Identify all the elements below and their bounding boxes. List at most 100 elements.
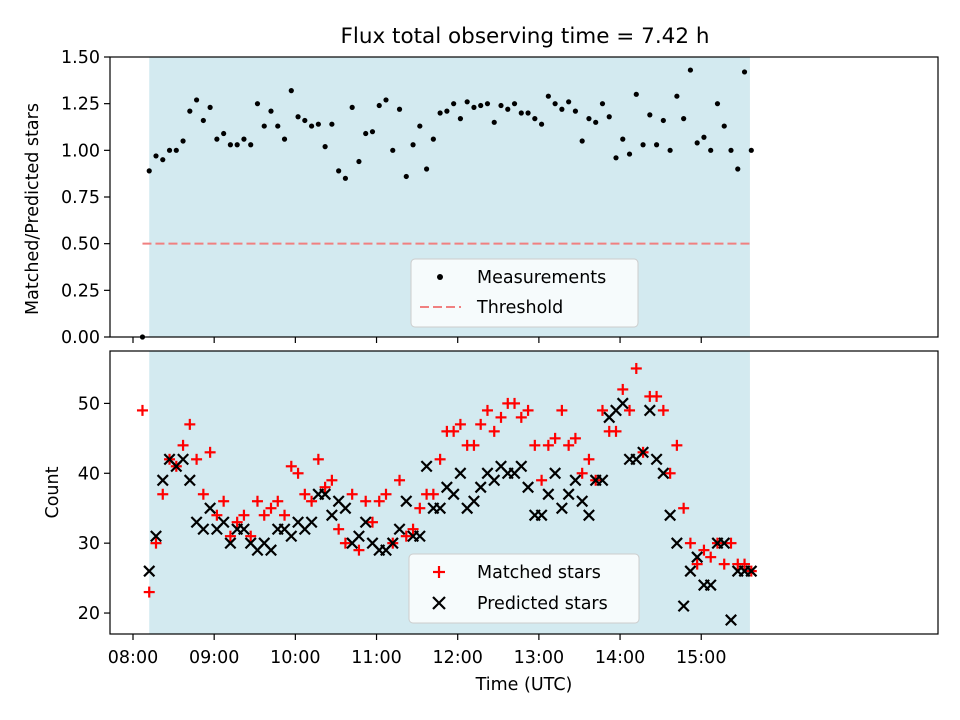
measurement-point (633, 91, 639, 97)
predicted-star-point (217, 516, 230, 529)
predicted-star-point (535, 509, 548, 522)
predicted-star-point (691, 551, 704, 564)
predicted-star-point (237, 523, 250, 536)
measurement-point (721, 123, 727, 129)
matched-star-point (414, 502, 426, 514)
ratio-y-axis: 0.00 0.25 0.50 0.75 1.00 1.25 1.50 (61, 48, 110, 348)
measurement-point (308, 123, 315, 129)
predicted-star-point (420, 460, 433, 473)
predicted-star-point (522, 481, 535, 494)
predicted-star-point (150, 530, 162, 543)
ratio-y-tick-label: 1.50 (61, 48, 100, 68)
measurement-point (667, 147, 673, 153)
matched-star-point (678, 502, 690, 514)
measurement-point (498, 102, 504, 109)
measurement-point (234, 142, 240, 148)
measurement-point (653, 142, 660, 148)
matched-star-point (529, 439, 541, 451)
matched-star-point (238, 509, 250, 521)
ratio-y-tick-label: 1.00 (61, 141, 100, 161)
measurement-point (187, 108, 193, 114)
chart-title: Flux total observing time = 7.42 h (341, 24, 710, 49)
matched-star-point (373, 495, 385, 507)
predicted-star-point (677, 600, 690, 613)
predicted-star-point (616, 397, 629, 410)
matched-star-point (157, 488, 169, 500)
measurement-point (559, 106, 565, 112)
measurement-point (545, 93, 551, 99)
measurements-legend-label: Measurements (477, 268, 606, 288)
measurement-point (322, 144, 328, 150)
measurement-point (714, 101, 721, 107)
measurement-point (288, 88, 294, 94)
matched-star-point (292, 467, 304, 479)
predicted-star-point (386, 537, 399, 550)
matched-star-point (333, 523, 345, 535)
matched-star-point (630, 362, 642, 374)
measurement-point (423, 166, 430, 172)
matched-star-point (191, 453, 203, 465)
matched-star-point (563, 439, 575, 451)
matched-star-point (231, 516, 243, 528)
ratio-y-tick-label: 1.25 (61, 95, 100, 115)
measurement-point (505, 106, 511, 112)
measurement-point (518, 110, 524, 116)
measurement-point (613, 155, 619, 161)
matched-star-point (481, 404, 493, 416)
matched-star-point (407, 523, 419, 535)
ratio-legend[interactable]: Measurements Threshold (410, 258, 639, 328)
predicted-star-point (352, 530, 365, 543)
measurement-point (484, 101, 491, 107)
matched-star-point (596, 404, 608, 416)
predicted-star-point (664, 509, 677, 522)
measurement-point (254, 101, 261, 107)
measurement-point (741, 69, 748, 75)
matched-star-point (434, 453, 446, 465)
measurement-point (207, 104, 213, 110)
predicted-star-point (285, 530, 298, 543)
measurement-point (221, 130, 227, 137)
predicted-star-point (582, 509, 595, 522)
matched-star-point (610, 425, 622, 437)
matched-star-point (624, 404, 636, 416)
measurement-point (227, 142, 234, 148)
matched-star-point (346, 488, 358, 500)
measurement-point (464, 99, 470, 105)
predicted-star-point (447, 488, 460, 501)
measurement-point (748, 147, 754, 153)
count-x-tick-label: 15:00 (676, 648, 726, 668)
ratio-y-tick-label: 0.25 (61, 281, 100, 301)
measurement-point (708, 147, 714, 153)
count-x-tick-label: 09:00 (189, 648, 239, 668)
count-y-tick-label: 40 (78, 464, 100, 484)
matched-star-point (366, 516, 378, 528)
matched-star-point (136, 404, 148, 416)
measurement-point (383, 97, 389, 103)
measurement-point (153, 153, 159, 159)
matched-star-point (488, 425, 500, 437)
matched-star-point (285, 460, 297, 472)
count-legend-box (408, 553, 640, 624)
measurement-point (193, 97, 200, 103)
count-y-axis: 20 30 40 50 (78, 394, 110, 624)
matched-star-point (556, 404, 568, 416)
measurement-point (457, 116, 464, 122)
measurement-point (417, 123, 423, 129)
predicted-star-point (745, 565, 758, 578)
predicted-star-point (393, 523, 406, 536)
matched-star-point (319, 481, 331, 493)
matched-legend-marker (433, 566, 445, 578)
matched-star-point (394, 474, 406, 486)
count-legend[interactable]: Matched stars Predicted stars (408, 553, 640, 624)
matched-star-point (705, 551, 717, 563)
measurement-point (261, 123, 267, 129)
ratio-panel-frame (109, 56, 939, 338)
ratio-y-axis-label: Matched/Predicted stars (23, 103, 43, 315)
measurement-point (315, 121, 321, 127)
predicted-star-point (319, 488, 332, 501)
measurement-point (687, 67, 694, 73)
measurement-point (248, 142, 254, 148)
measurement-point (146, 168, 152, 174)
count-y-tick-label: 20 (78, 604, 100, 624)
